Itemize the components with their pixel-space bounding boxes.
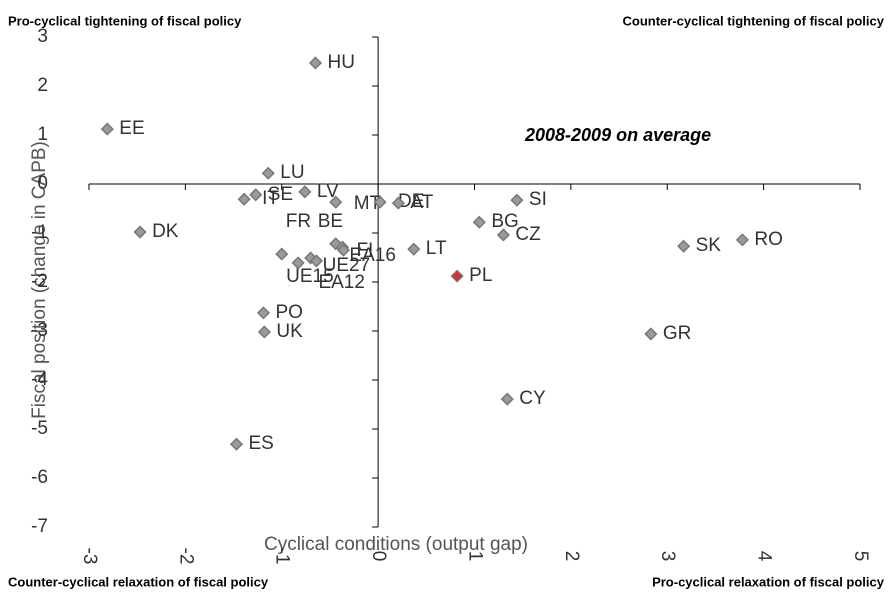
point	[133, 225, 147, 239]
x-tick-label: -1	[272, 548, 293, 565]
x-tick-label: -3	[79, 548, 100, 565]
point-label: ES	[248, 433, 273, 454]
point-label: PL	[469, 265, 492, 286]
point	[407, 242, 421, 256]
point	[309, 254, 324, 268]
corner-note: Counter-cyclical relaxation of fiscal po…	[8, 574, 269, 589]
point-label: HU	[327, 52, 354, 73]
point-label: FI	[356, 240, 373, 261]
point-label: PO	[275, 302, 302, 323]
y-tick-label: 2	[37, 75, 48, 96]
point	[735, 233, 749, 247]
point-label: FR	[286, 211, 311, 232]
y-tick-label: -2	[31, 271, 48, 292]
point	[256, 306, 270, 320]
point-label: BG	[491, 211, 518, 232]
point-label: DK	[152, 221, 179, 242]
point	[329, 195, 343, 209]
point	[298, 185, 312, 199]
point-label: LU	[280, 162, 304, 183]
y-tick-label: -6	[31, 467, 48, 488]
point	[336, 243, 350, 257]
point	[291, 256, 305, 270]
point-label: SE	[268, 184, 293, 205]
annotation: 2008-2009 on average	[524, 125, 711, 145]
y-tick-label: -1	[31, 222, 48, 243]
point-label: BE	[318, 211, 343, 232]
point-label: EA16	[349, 245, 395, 266]
point-label: SI	[529, 189, 547, 210]
y-tick-label: 1	[37, 124, 48, 145]
point	[373, 195, 387, 209]
point	[237, 192, 251, 206]
point	[510, 193, 524, 207]
point-label: IT	[262, 188, 279, 209]
point	[275, 247, 289, 261]
x-tick-label: 0	[368, 551, 389, 562]
point	[500, 392, 514, 406]
point-label: GR	[663, 323, 692, 344]
x-axis-label: Cyclical conditions (output gap)	[264, 534, 528, 555]
point-label: UE15	[286, 266, 334, 287]
point-label: UE27	[323, 255, 371, 276]
point	[100, 122, 114, 136]
x-tick-label: 3	[657, 551, 678, 562]
point-label: LV	[317, 181, 339, 202]
point-label: SK	[696, 235, 722, 256]
x-tick-label: 4	[754, 551, 775, 562]
point-label: MT	[354, 193, 382, 214]
point-label: EA12	[318, 272, 364, 293]
y-axis-label: Fiscal position (change in CAPB)	[29, 141, 50, 419]
x-tick-label: 5	[850, 551, 871, 562]
point-label: EE	[119, 118, 144, 139]
point-label: AT	[410, 192, 433, 213]
y-tick-label: -4	[31, 369, 48, 390]
x-tick-label: 2	[561, 551, 582, 562]
point	[450, 269, 464, 283]
point-label: DE	[398, 191, 424, 212]
corner-note: Pro-cyclical tightening of fiscal policy	[8, 13, 242, 28]
y-tick-label: 3	[37, 26, 48, 47]
point	[472, 215, 486, 229]
point	[261, 166, 275, 180]
y-tick-label: 0	[37, 173, 48, 194]
point	[308, 56, 323, 70]
point	[229, 437, 244, 451]
point	[257, 325, 271, 339]
point	[677, 239, 691, 253]
x-tick-label: -2	[175, 548, 196, 565]
corner-note: Counter-cyclical tightening of fiscal po…	[623, 13, 885, 28]
point	[496, 228, 510, 242]
point	[391, 196, 405, 210]
corner-note: Pro-cyclical relaxation of fiscal policy	[652, 574, 885, 589]
point-label: UK	[276, 321, 303, 342]
y-tick-label: -3	[31, 320, 48, 341]
y-tick-label: -7	[31, 516, 48, 537]
point	[304, 251, 318, 265]
y-tick-label: -5	[31, 418, 48, 439]
x-tick-label: 1	[464, 551, 485, 562]
point	[644, 327, 658, 341]
point-label: CY	[519, 388, 546, 409]
point	[249, 188, 263, 202]
point-label: CZ	[515, 224, 541, 245]
point-label: LT	[426, 238, 447, 259]
point-label: RO	[754, 229, 783, 250]
